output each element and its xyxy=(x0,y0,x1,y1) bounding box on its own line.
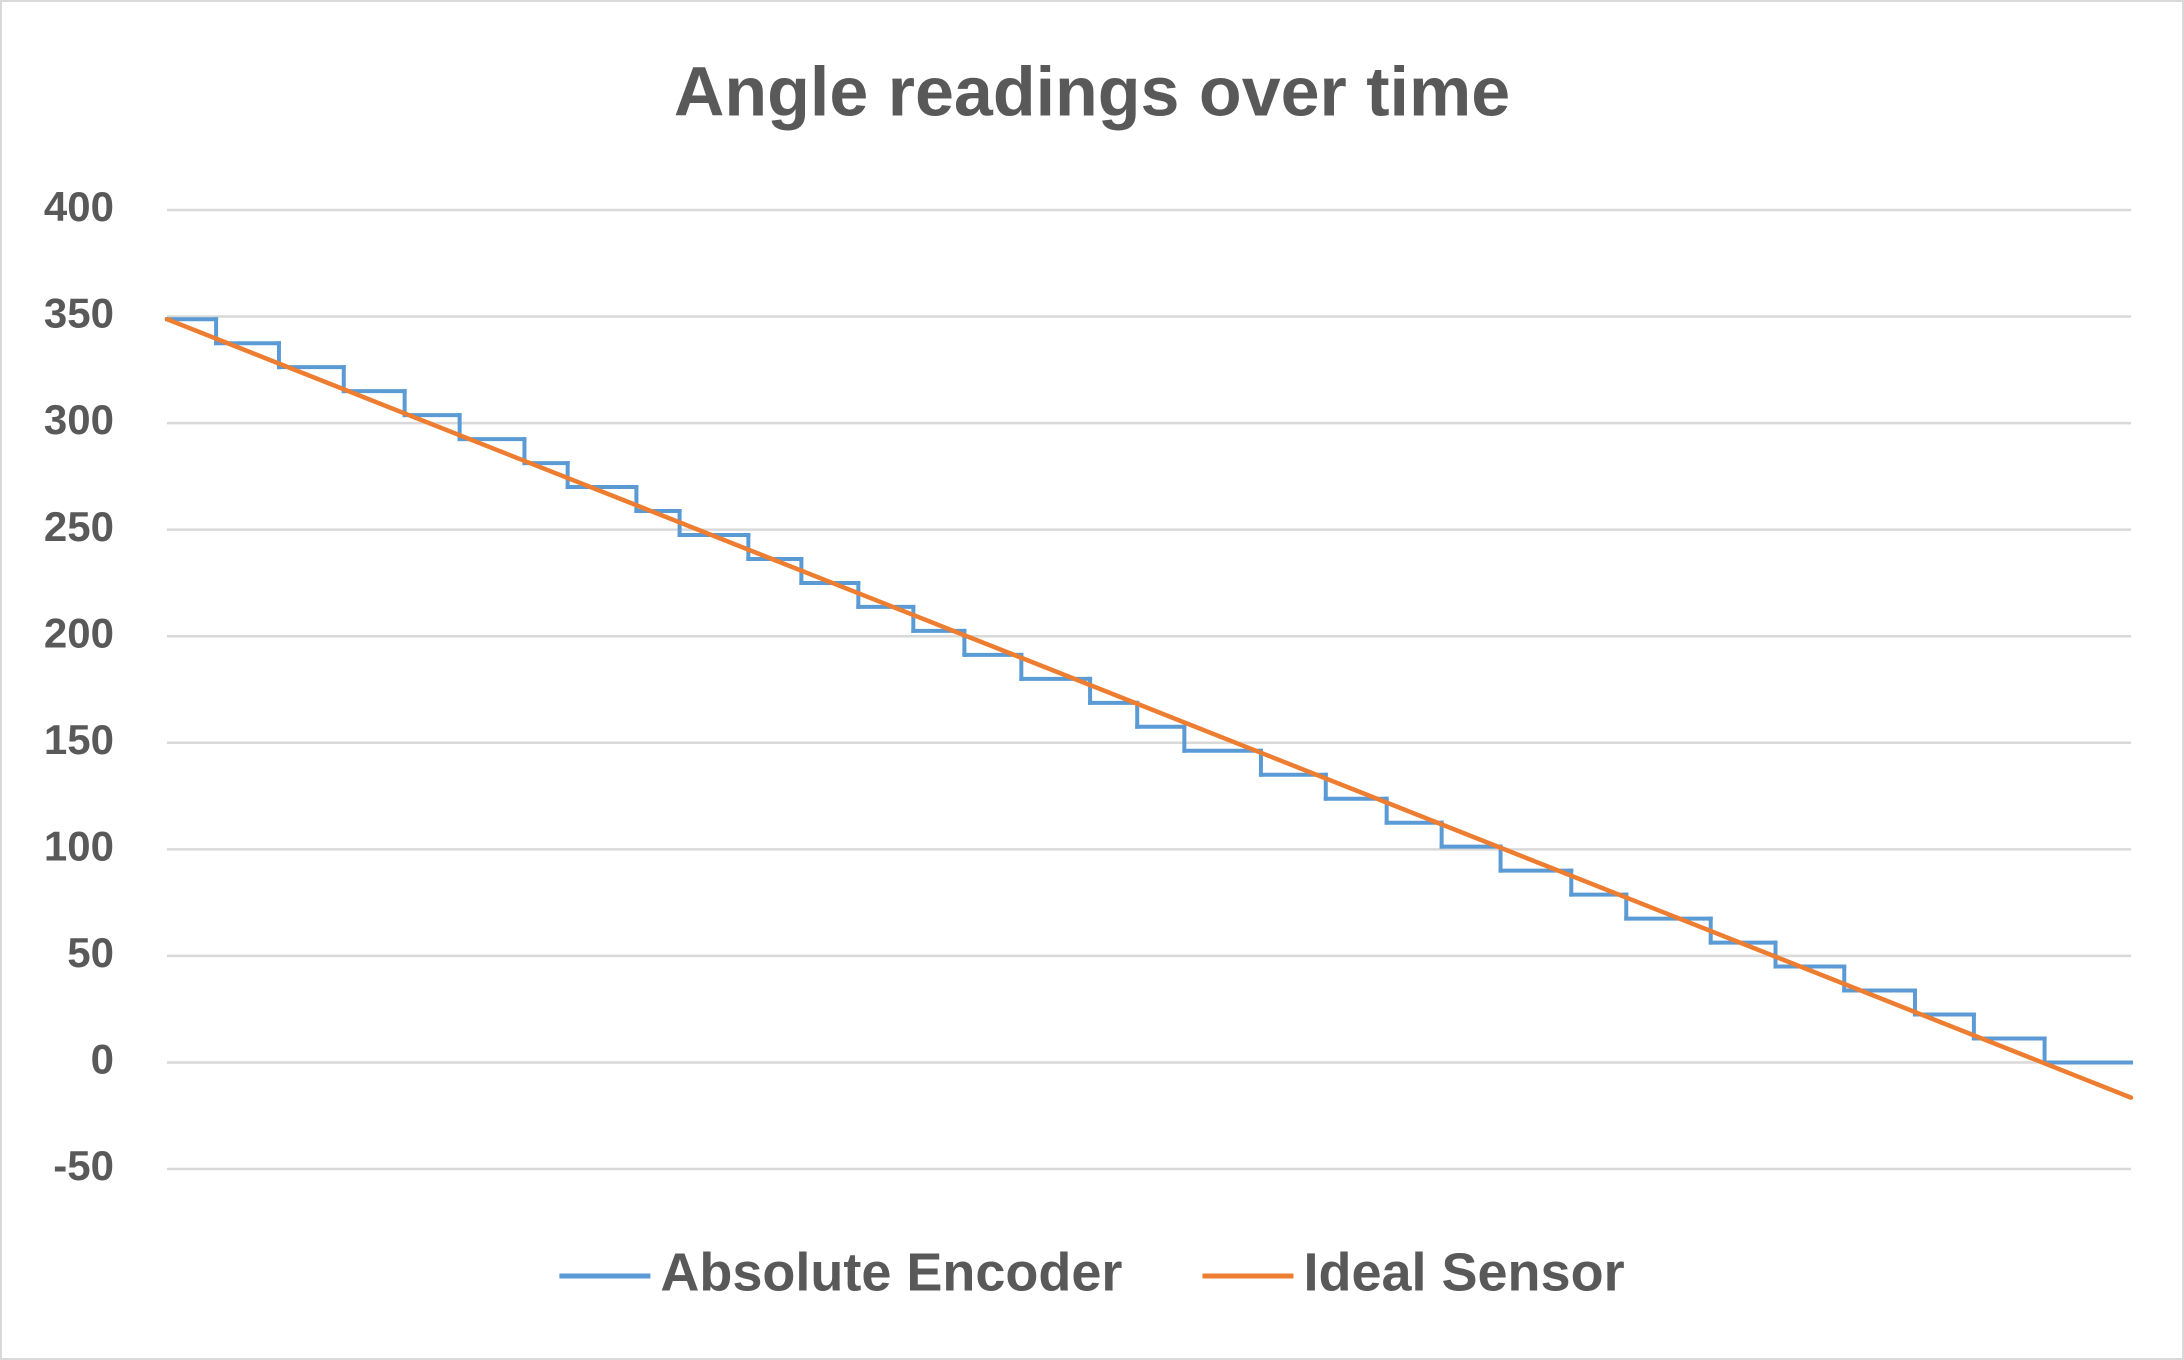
y-tick-label: 300 xyxy=(44,396,114,443)
y-tick-label: 50 xyxy=(67,929,114,976)
series-line xyxy=(164,316,2134,1100)
y-tick-label: 350 xyxy=(44,290,114,337)
y-tick-label: -50 xyxy=(53,1142,114,1189)
chart-title: Angle readings over time xyxy=(674,52,1510,130)
y-tick-label: 0 xyxy=(91,1036,114,1083)
y-tick-label: 100 xyxy=(44,822,114,869)
y-tick-label: 400 xyxy=(44,183,114,230)
y-tick-label: 250 xyxy=(44,503,114,550)
y-tick-label: 150 xyxy=(44,716,114,763)
y-tick-label: 200 xyxy=(44,609,114,656)
legend-label: Absolute Encoder xyxy=(660,1242,1122,1302)
legend-label: Ideal Sensor xyxy=(1303,1242,1624,1302)
